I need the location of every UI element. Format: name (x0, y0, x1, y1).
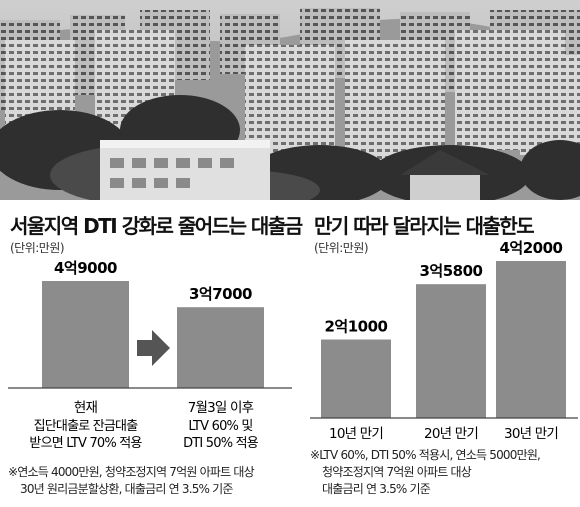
footnote-line-1: ※연소득 4000만원, 청약조정지역 7억원 아파트 대상 (8, 465, 255, 479)
bar-0 (42, 281, 129, 388)
category-sublabel-1-1: DTI 50% 적용 (183, 436, 259, 451)
maturity-loan-bar-chart: 2억1000 10년 만기 3억5800 20년 만기 4억2000 30년 만기 (310, 239, 578, 442)
apartment-complex-photo (0, 0, 580, 200)
footnote-line-1: ※LTV 60%, DTI 50% 적용시, 연소득 5000만원, (310, 448, 541, 462)
category-sublabel-0-1: 받으면 LTV 70% 적용 (29, 436, 142, 451)
category-sublabel-0-0: 집단대출로 잔금대출 (34, 419, 139, 434)
category-label-0: 현재 (74, 400, 98, 416)
category-sublabel-1-0: LTV 60% 및 (188, 419, 252, 434)
data-label-1: 3억5800 (420, 262, 483, 280)
chart-title: 만기 따라 달라지는 대출한도 (314, 214, 535, 238)
data-label-0: 2억1000 (325, 318, 388, 336)
bar-2 (496, 261, 566, 418)
category-label-0: 10년 만기 (329, 426, 383, 442)
chart-title: 서울지역 DTI 강화로 줄어드는 대출금 (10, 214, 303, 238)
bar-1 (416, 284, 486, 418)
category-label-2: 30년 만기 (504, 426, 558, 442)
bar-1 (177, 307, 264, 388)
arrow-right-icon (137, 330, 170, 366)
maturity-loan-chart-panel: 만기 따라 달라지는 대출한도 (단위:만원) 2억1000 10년 만기 3억58… (308, 200, 580, 507)
footnote-line-2: 청약조정지역 7억원 아파트 대상 (322, 465, 472, 479)
data-label-1: 3억7000 (189, 285, 252, 303)
footnote-line-2: 30년 원리금분할상환, 대출금리 연 3.5% 기준 (20, 482, 233, 496)
unit-label: (단위:만원) (314, 241, 369, 255)
unit-label: (단위:만원) (10, 241, 65, 255)
data-label-2: 4억2000 (500, 239, 563, 257)
data-label-0: 4억9000 (54, 259, 117, 277)
category-label-1: 7월3일 이후 (188, 400, 254, 416)
category-label-1: 20년 만기 (424, 426, 478, 442)
bar-0 (321, 339, 391, 418)
footnote-line-3: 대출금리 연 3.5% 기준 (322, 482, 431, 496)
